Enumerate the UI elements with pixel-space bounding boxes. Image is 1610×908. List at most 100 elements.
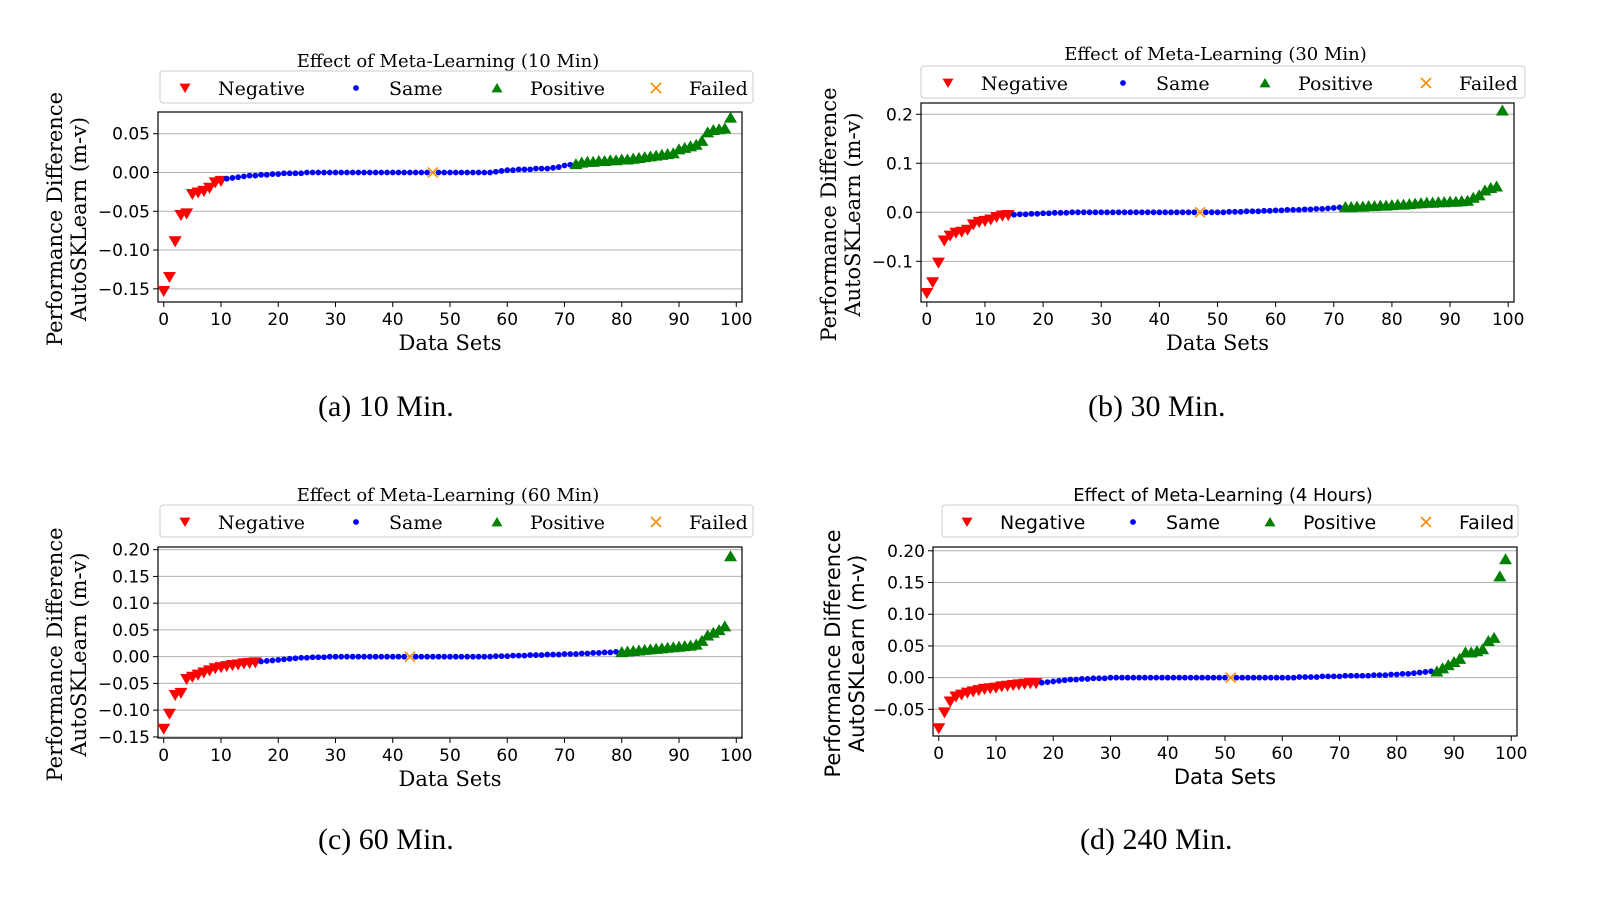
y-axis-label: AutoSKLearn (m-v) [841,112,865,317]
series-failed [1225,672,1237,684]
data-point-same [1150,209,1157,216]
data-point-same [1422,669,1429,675]
data-point-same [1342,672,1349,679]
legend-marker-failed [650,516,662,528]
data-point-same [269,171,276,177]
data-point-same [498,653,505,660]
x-tick-label: 30 [325,746,347,766]
data-point-same [1051,209,1058,216]
legend-label-same: Same [389,78,443,100]
x-tick-label: 80 [1381,310,1403,330]
y-tick-label: 0.10 [887,605,925,625]
data-point-same [321,654,327,661]
data-point-same [1121,209,1128,216]
data-point-same [344,169,350,176]
data-point-same [1199,674,1205,681]
series-same [1038,668,1435,686]
chart-title: Effect of Meta-Learning (60 Min) [297,485,600,506]
data-point-same [286,170,293,177]
legend-label-positive: Positive [530,512,605,534]
x-tick-label: 50 [1207,310,1229,330]
data-point-same [1216,674,1223,681]
data-point-same [1168,209,1174,216]
caption-b: (b) 30 Min. [1088,390,1226,423]
data-point-positive [712,624,726,636]
data-point-same [355,653,362,660]
x-tick-label: 100 [720,746,752,766]
data-point-same [366,169,373,176]
data-point-same [464,169,471,176]
x-tick-label: 80 [611,746,633,766]
data-point-same [292,170,299,177]
data-point-same [1073,676,1080,683]
data-point-same [510,652,516,659]
data-point-same [1101,675,1108,682]
legend-label-positive: Positive [530,78,605,100]
data-point-same [372,169,379,176]
y-tick-label: 0.05 [112,621,150,641]
x-axis-label: Data Sets [398,767,501,791]
x-tick-label: 40 [382,746,404,766]
series-negative [157,657,262,735]
data-point-same [338,653,345,660]
data-point-same [521,166,528,173]
legend-marker-negative [942,78,954,88]
series-positive [1338,104,1509,213]
y-tick-label: −0.15 [98,728,150,748]
data-point-same [578,650,585,657]
chart-panel-4-hours: Effect of Meta-Learning (4 Hours) −0.05 0.… [800,474,1610,804]
data-point-same [366,653,373,660]
data-point-same [1313,674,1320,680]
legend-marker-positive [1259,78,1271,88]
caption-c: (c) 60 Min. [318,823,454,856]
data-point-same [1028,210,1035,217]
data-point-same [1107,674,1114,681]
legend-label-positive: Positive [1303,512,1376,534]
data-point-same [1222,674,1228,681]
data-point-same [561,651,568,657]
data-point-same [424,169,430,176]
data-point-same [1405,670,1412,677]
data-point-same [1011,211,1017,218]
data-point-same [1336,673,1343,680]
data-point-same [1153,674,1160,681]
data-point-same [1046,210,1052,217]
data-point-same [292,655,299,662]
data-point-same [590,650,597,656]
y-axis-label: AutoSKLearn (m-v) [845,555,869,753]
data-point-same [389,653,396,660]
x-marker-stroke [650,516,662,528]
plot-frame [157,546,743,739]
data-point-same [1250,674,1257,681]
y-tick-label: −0.10 [98,701,150,721]
plot-frame [157,111,743,303]
data-point-same [1393,671,1400,678]
data-point-positive [1436,662,1450,674]
data-point-same [1272,207,1279,214]
data-point-same [447,169,453,176]
data-point-same [487,653,493,660]
data-point-negative [174,687,188,699]
data-point-same [1202,209,1209,216]
chart-30-min: Effect of Meta-Learning (30 Min) −0.1 0.0 0… [817,44,1526,355]
data-point-same [378,653,385,660]
x-tick-label: 70 [554,310,576,330]
y-tick-label: 0.05 [112,125,150,145]
legend-marker-same [1130,519,1136,525]
data-point-same [418,169,425,176]
x-tick-label: 30 [325,310,347,330]
data-point-same [1164,674,1171,681]
data-point-negative [932,723,946,735]
data-point-same [1370,672,1377,679]
data-point-same [1319,673,1326,680]
data-point-negative [937,235,951,247]
data-point-same [412,169,419,176]
legend-marker-same [353,85,359,91]
data-point-same [601,649,608,656]
data-point-same [435,653,442,660]
data-point-same [1399,670,1406,677]
data-point-same [332,653,339,660]
data-point-same [1092,209,1099,216]
data-point-same [481,169,488,176]
data-point-same [1104,209,1110,216]
